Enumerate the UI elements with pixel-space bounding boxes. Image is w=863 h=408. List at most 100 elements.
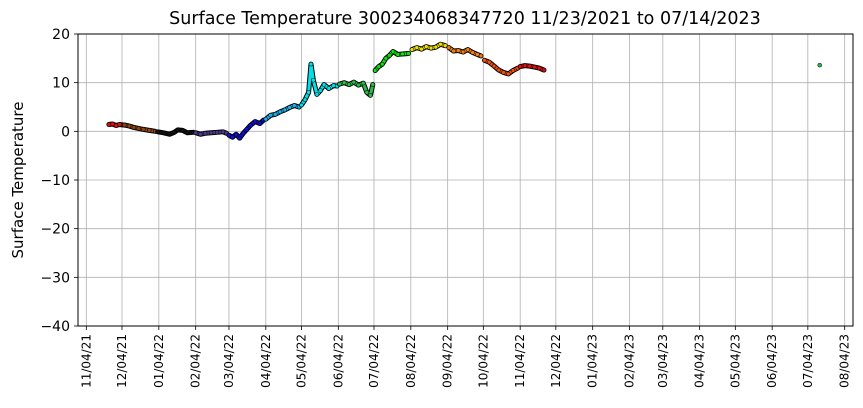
data-point [356,82,361,88]
x-tick-label: 08/04/23 [838,334,852,388]
data-series [155,127,196,137]
data-point [351,79,357,85]
x-tick-label: 06/04/23 [765,334,779,388]
data-point [532,64,537,70]
data-point [240,131,246,136]
data-point [321,82,327,87]
data-point [496,67,502,73]
data-point [372,68,378,73]
x-tick-label: 02/04/23 [623,334,637,388]
data-point [131,125,137,130]
data-point [198,132,203,137]
data-point [337,81,342,87]
data-point [167,132,172,137]
data-point [180,128,185,133]
data-series [409,41,448,53]
x-tick-label: 11/04/21 [79,334,93,388]
data-point [226,132,232,138]
data-point [370,82,376,87]
x-tick-label: 12/04/21 [115,334,129,388]
y-tick-label: −30 [40,270,70,286]
data-series [517,63,547,73]
data-point [126,123,132,129]
y-axis: 20 10 0 −10 −20 −30 −40 [40,27,78,335]
y-tick-label: 10 [52,76,70,92]
data-point [237,135,242,141]
data-point [390,49,396,54]
data-series [817,62,822,68]
data-point [172,130,177,135]
data-point [346,82,352,87]
data-point [155,129,160,135]
x-tick-label: 01/04/22 [152,334,166,388]
data-point [536,65,542,71]
x-axis: 11/04/21 12/04/21 01/04/22 02/04/22 03/04/22… [79,326,852,388]
data-point [383,56,389,61]
data-point [460,49,466,55]
data-series [337,79,376,98]
data-point [517,64,523,69]
y-tick-label: −10 [40,173,70,189]
data-point [252,119,258,124]
x-tick-label: 05/04/22 [294,334,308,388]
data-point [433,44,439,50]
x-tick-label: 05/04/23 [728,334,742,388]
x-tick-label: 12/04/22 [549,334,563,388]
data-point [193,130,198,136]
data-point [308,61,314,67]
data-point [506,71,511,77]
data-point [208,130,214,136]
data-point [456,48,461,53]
x-tick-label: 09/04/22 [441,334,455,388]
data-point [282,107,288,113]
data-point [287,105,292,110]
data-point [202,131,208,136]
x-tick-label: 07/04/23 [801,334,815,388]
data-point [487,59,492,65]
data-point [318,88,323,93]
y-tick-label: −40 [40,319,70,335]
data-point [302,97,308,102]
x-tick-label: 07/04/22 [367,334,381,388]
data-point [314,92,320,97]
data-point [527,63,532,69]
x-tick-label: 01/04/23 [586,334,600,388]
data-point [424,44,429,49]
y-tick-label: 20 [52,27,70,43]
data-series [263,103,302,122]
data-point [395,52,400,57]
data-point [451,48,456,54]
data-point [214,130,220,135]
data-point [185,130,190,136]
data-point [368,93,373,98]
data-point [230,134,235,140]
data-point [428,45,434,51]
data-point [268,113,273,118]
data-point [491,63,497,69]
data-series [226,117,266,141]
data-point [311,77,316,83]
data-point [465,47,471,52]
data-point [263,116,269,122]
data-point [414,45,420,50]
x-tick-label: 06/04/22 [331,334,345,388]
data-point [141,127,146,132]
data-series [121,122,158,134]
data-point [501,70,506,75]
data-point [364,90,370,95]
x-tick-label: 04/04/23 [693,334,707,388]
data-point [510,68,516,73]
data-point [342,80,347,85]
x-tick-label: 08/04/22 [404,334,418,388]
data-point [400,51,405,57]
data-series [372,49,411,73]
data-points [106,41,822,141]
data-point [541,67,547,73]
x-tick-label: 03/04/23 [656,334,670,388]
data-point [446,45,452,50]
chart-title: Surface Temperature 300234068347720 11/2… [169,9,761,29]
data-point [376,64,381,69]
data-point [277,109,283,115]
data-point [147,128,152,133]
